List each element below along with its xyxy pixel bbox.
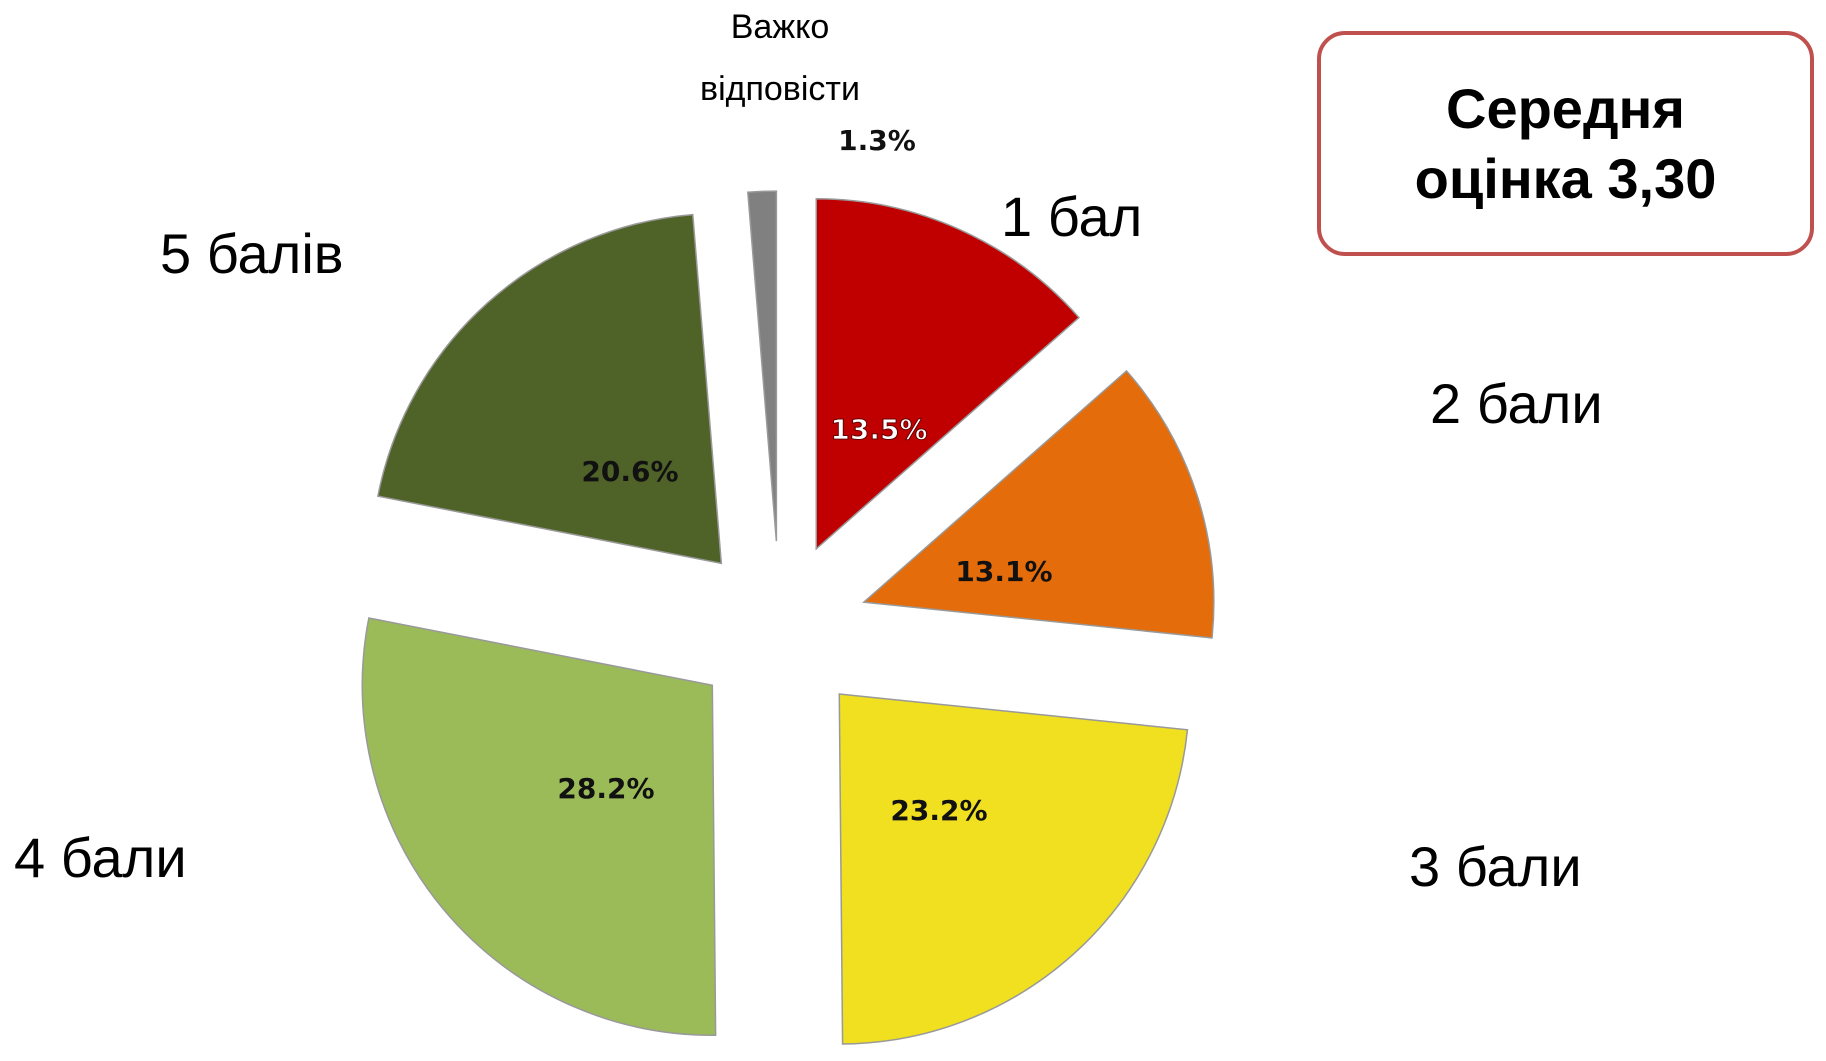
data-label: 20.6%: [581, 455, 678, 488]
category-label: 4 бали: [14, 826, 187, 889]
pie-slice: [838, 693, 1189, 1045]
category-label: 2 бали: [1430, 372, 1603, 435]
data-label: 1.3%: [838, 124, 916, 157]
pie-slice: [376, 213, 723, 565]
data-label: 28.2%: [557, 772, 654, 805]
pie-slice: [747, 190, 778, 542]
average-box: Середня оцінка 3,30: [1317, 31, 1814, 256]
pie-slice: [815, 198, 1081, 551]
data-label: 13.5%: [830, 413, 927, 446]
data-label: 13.1%: [955, 555, 1052, 588]
category-label: 1 бал: [1001, 185, 1142, 248]
pie-slice: [361, 617, 717, 1036]
category-label: 3 бали: [1409, 835, 1582, 898]
data-label: 23.2%: [890, 794, 987, 827]
category-label: Важко відповісти: [700, 8, 860, 108]
category-label: 5 балів: [160, 222, 344, 285]
pie-slice: [862, 369, 1215, 639]
